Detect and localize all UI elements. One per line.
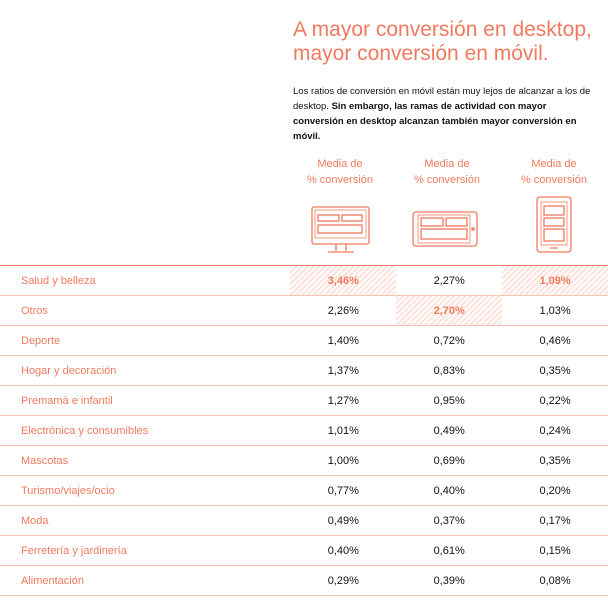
- phone-icon: [536, 196, 572, 253]
- cell-value: 0,49%: [396, 415, 503, 446]
- header-line: % conversión: [306, 174, 374, 186]
- cell-value: 0,35%: [502, 355, 608, 386]
- cell-value: 0,69%: [396, 445, 503, 476]
- header-line: Media de: [317, 158, 363, 170]
- table-row: Premamá e infantil 1,27% 0,95% 0,22%: [0, 385, 608, 416]
- cell-value: 0,83%: [396, 355, 503, 386]
- cell-value: 0,49%: [290, 505, 397, 536]
- row-label: Turismo/viajes/ocio: [0, 475, 291, 506]
- table-row: Otros 2,26% 2,70% 1,03%: [0, 295, 608, 326]
- table-row: Moda 0,49% 0,37% 0,17%: [0, 505, 608, 536]
- desktop-icon: [311, 206, 370, 253]
- row-label: Moda: [0, 505, 291, 536]
- cell-value: 2,27%: [396, 265, 503, 296]
- column-header: Media de % conversión: [290, 156, 390, 188]
- cell-value: 0,61%: [396, 535, 503, 566]
- cell-value: 0,17%: [502, 505, 608, 536]
- cell-value: 1,27%: [290, 385, 397, 416]
- table-row: Turismo/viajes/ocio 0,77% 0,40% 0,20%: [0, 475, 608, 506]
- cell-value: 0,15%: [502, 535, 608, 566]
- table-row: Deporte 1,40% 0,72% 0,46%: [0, 325, 608, 356]
- cell-value: 1,37%: [290, 355, 397, 386]
- table-row: Salud y belleza 3,46% 2,27% 1,09%: [0, 265, 608, 296]
- conversion-table: Salud y belleza 3,46% 2,27% 1,09% Otros 2,26%…: [0, 265, 608, 596]
- description-text: Los ratios de conversión en móvil están …: [293, 86, 591, 112]
- column-header: Media de % conversión: [504, 156, 604, 188]
- table-row: Mascotas 1,00% 0,69% 0,35%: [0, 445, 608, 476]
- title: A mayor conversión en desktop, mayor con…: [293, 18, 592, 66]
- cell-value: 0,77%: [290, 475, 397, 506]
- cell-value: 1,03%: [502, 295, 608, 326]
- cell-value: 3,46%: [290, 265, 397, 296]
- cell-value: 0,24%: [502, 415, 608, 446]
- row-label: Mascotas: [0, 445, 291, 476]
- cell-value: 0,39%: [396, 565, 503, 596]
- description-bold: Sin embargo, las ramas de actividad con …: [293, 101, 577, 142]
- cell-value: 1,09%: [502, 265, 608, 296]
- row-label: Salud y belleza: [0, 265, 291, 296]
- table-row: Hogar y decoración 1,37% 0,83% 0,35%: [0, 355, 608, 386]
- cell-value: 0,29%: [290, 565, 397, 596]
- cell-value: 1,00%: [290, 445, 397, 476]
- cell-value: 0,20%: [502, 475, 608, 506]
- cell-value: 0,46%: [502, 325, 608, 356]
- cell-value: 1,01%: [290, 415, 397, 446]
- table-row: Ferretería y jardinería 0,40% 0,61% 0,15%: [0, 535, 608, 566]
- header-line: Media de: [424, 158, 470, 170]
- cell-value: 1,40%: [290, 325, 397, 356]
- table-row: Alimentación 0,29% 0,39% 0,08%: [0, 565, 608, 596]
- cell-value: 0,37%: [396, 505, 503, 536]
- row-label: Otros: [0, 295, 291, 326]
- cell-value: 0,40%: [396, 475, 503, 506]
- title-line: mayor conversión en móvil.: [293, 42, 549, 65]
- row-label: Alimentación: [0, 565, 291, 596]
- cell-value: 0,22%: [502, 385, 608, 416]
- cell-value: 2,70%: [396, 295, 503, 326]
- title-line: A mayor conversión en desktop,: [293, 18, 592, 41]
- row-label: Electrónica y consumibles: [0, 415, 291, 446]
- cell-value: 0,72%: [396, 325, 503, 356]
- table-body: Salud y belleza 3,46% 2,27% 1,09% Otros 2,26%…: [0, 265, 608, 596]
- header-line: % conversión: [413, 174, 481, 186]
- cell-value: 0,40%: [290, 535, 397, 566]
- table-row: Electrónica y consumibles 1,01% 0,49% 0,24%: [0, 415, 608, 446]
- cell-value: 0,95%: [396, 385, 503, 416]
- row-label: Deporte: [0, 325, 291, 356]
- header-line: Media de: [531, 158, 577, 170]
- device-icons: [311, 196, 572, 253]
- cell-value: 0,08%: [502, 565, 608, 596]
- row-label: Premamá e infantil: [0, 385, 291, 416]
- tablet-icon: [412, 211, 478, 247]
- header-line: % conversión: [520, 174, 588, 186]
- cell-value: 2,26%: [290, 295, 397, 326]
- row-label: Ferretería y jardinería: [0, 535, 291, 566]
- row-label: Hogar y decoración: [0, 355, 291, 386]
- description: Los ratios de conversión en móvil están …: [293, 84, 595, 144]
- cell-value: 0,35%: [502, 445, 608, 476]
- column-header: Media de % conversión: [397, 156, 497, 188]
